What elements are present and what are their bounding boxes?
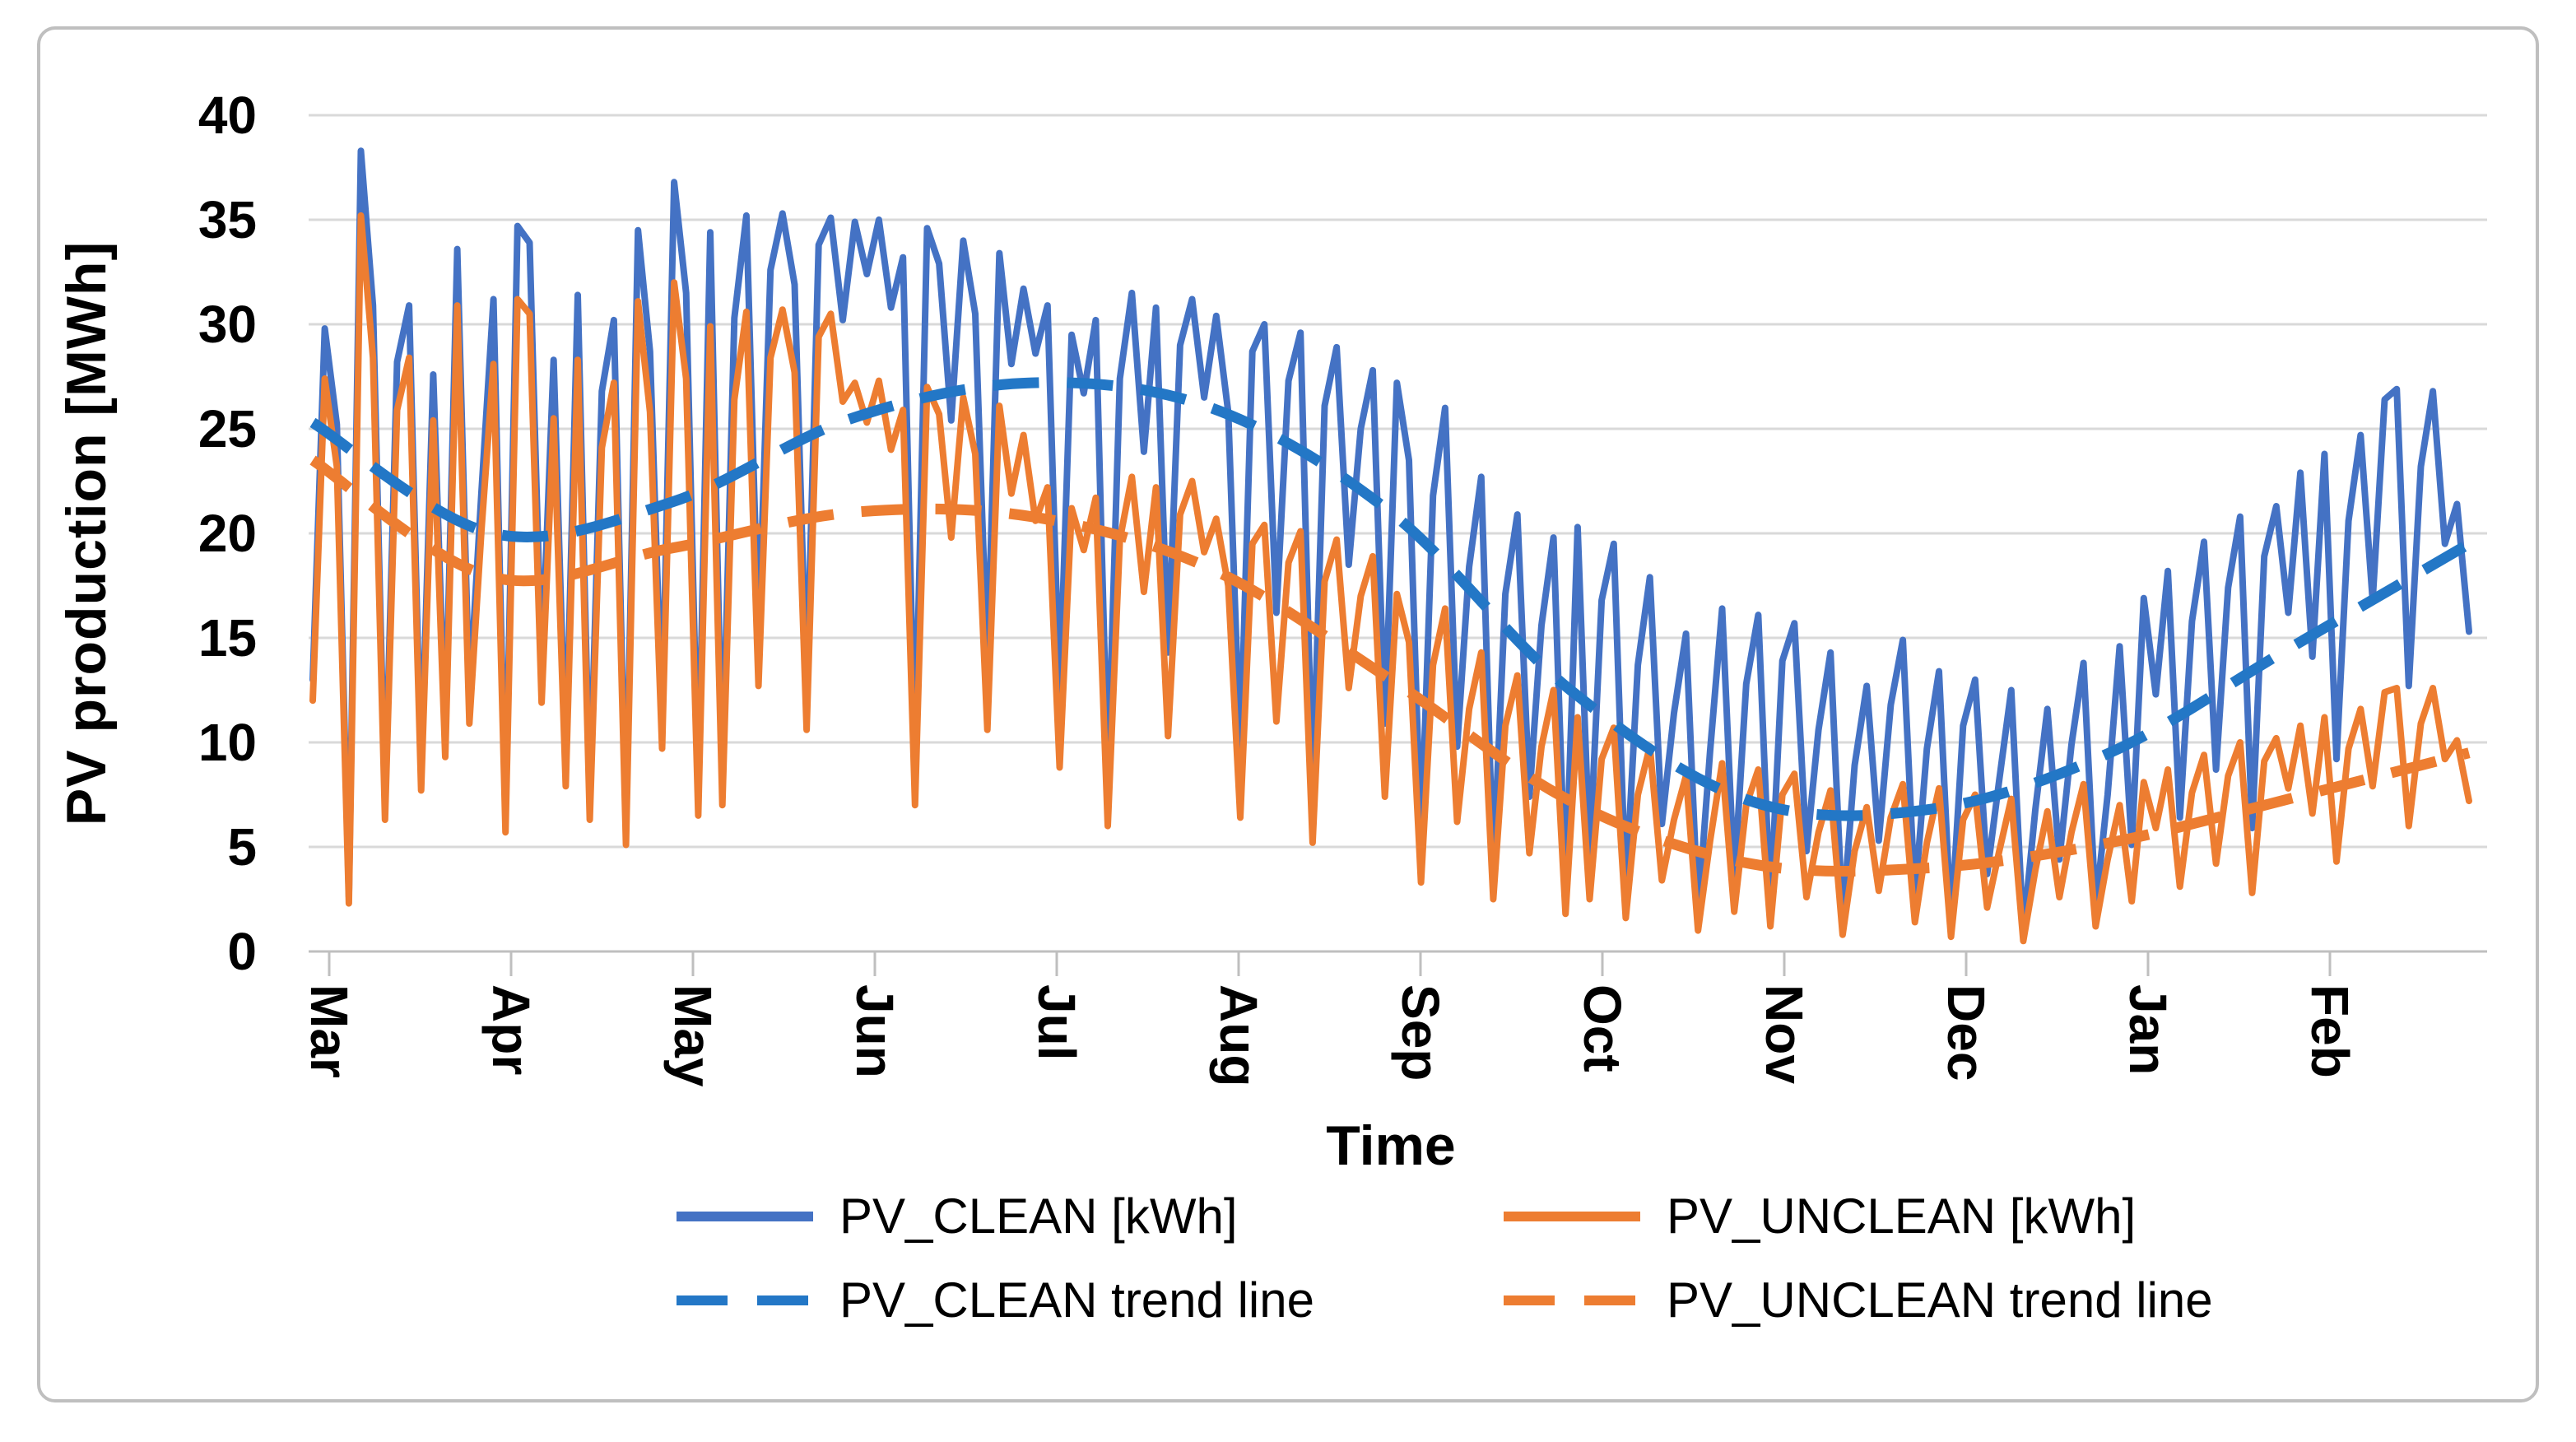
pv-clean-trend-line: [309, 377, 2472, 821]
pv-unclean-line-swatch-icon: [1504, 1212, 1640, 1221]
y-tick-label: 35: [198, 190, 257, 249]
x-tick-label: Jul: [1027, 984, 1086, 1060]
series-layer: [309, 147, 2472, 945]
pv-clean-line: [309, 147, 2472, 937]
legend-label-pv-unclean: PV_UNCLEAN [kWh]: [1667, 1188, 2137, 1244]
x-tick-label: Dec: [1937, 984, 1996, 1081]
legend-item-pv-clean-trend: PV_CLEAN trend line: [675, 1276, 1502, 1325]
y-tick-label: 0: [227, 922, 257, 981]
x-tick-label: Apr: [481, 984, 541, 1075]
x-tick-label: Nov: [1755, 984, 1814, 1084]
x-tick-label: Feb: [2300, 984, 2360, 1078]
legend-item-pv-unclean: PV_UNCLEAN [kWh]: [1502, 1192, 2213, 1241]
y-tick-label: 10: [198, 713, 257, 772]
x-tick-label: Jan: [2118, 984, 2178, 1075]
pv-unclean-trend-line: [309, 455, 2471, 877]
legend-item-pv-clean: PV_CLEAN [kWh]: [675, 1192, 1502, 1241]
x-tick-label: Sep: [1391, 984, 1450, 1081]
pv-clean-line-swatch-icon: [677, 1212, 813, 1221]
y-tick-label: 15: [198, 608, 257, 668]
y-tick-label: 25: [198, 399, 257, 458]
pv-clean-trend-swatch-icon: [677, 1295, 813, 1305]
x-tick-label: Oct: [1573, 984, 1632, 1072]
x-tick-label: Mar: [300, 984, 359, 1078]
legend: PV_CLEAN [kWh] PV_UNCLEAN [kWh] PV_CLEAN…: [675, 1192, 2213, 1325]
x-tick-label: Jun: [845, 984, 904, 1078]
x-tick-label: Aug: [1209, 984, 1268, 1086]
y-tick-label: 40: [198, 86, 257, 145]
tick-labels-layer: 0 5 10 15 20 25 30 35 40 Mar Apr May Jun Jul Aug Sep Oct…: [198, 86, 2360, 1087]
y-axis-title: PV production [MWh]: [55, 240, 118, 826]
y-tick-label: 5: [227, 817, 257, 877]
y-tick-label: 20: [198, 504, 257, 563]
legend-item-pv-unclean-trend: PV_UNCLEAN trend line: [1502, 1276, 2213, 1325]
axis-layer: [309, 950, 2487, 976]
legend-label-pv-unclean-trend: PV_UNCLEAN trend line: [1667, 1272, 2213, 1328]
y-tick-label: 30: [198, 295, 257, 354]
x-tick-label: May: [663, 984, 723, 1087]
pv-unclean-line: [309, 212, 2472, 945]
legend-label-pv-clean: PV_CLEAN [kWh]: [839, 1188, 1238, 1244]
legend-label-pv-clean-trend: PV_CLEAN trend line: [839, 1272, 1314, 1328]
x-axis-title: Time: [1326, 1114, 1456, 1177]
pv-unclean-trend-swatch-icon: [1504, 1295, 1640, 1305]
